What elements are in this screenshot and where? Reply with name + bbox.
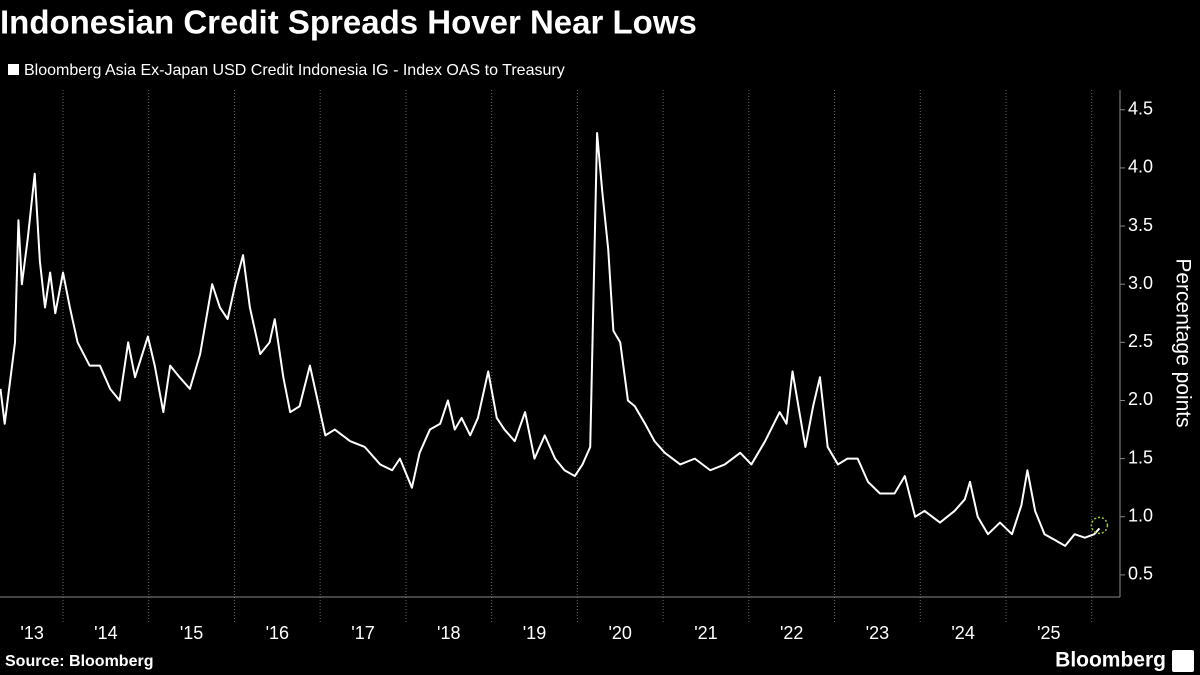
chart-title: Indonesian Credit Spreads Hover Near Low…	[0, 4, 697, 41]
x-tick-label: '23	[866, 623, 889, 643]
x-tick-label: '16	[266, 623, 289, 643]
x-tick-label: '25	[1037, 623, 1060, 643]
y-tick-label: 1.0	[1128, 506, 1153, 526]
legend-swatch	[8, 64, 19, 75]
y-tick-label: 0.5	[1128, 564, 1153, 584]
y-tick-label: 1.5	[1128, 447, 1153, 467]
x-tick-label: '15	[180, 623, 203, 643]
x-tick-label: '17	[351, 623, 374, 643]
y-tick-label: 4.0	[1128, 157, 1153, 177]
x-tick-label: '13	[20, 623, 43, 643]
y-tick-label: 3.5	[1128, 215, 1153, 235]
brand: Bloomberg	[1055, 649, 1166, 672]
y-tick-label: 3.0	[1128, 273, 1153, 293]
x-tick-label: '21	[694, 623, 717, 643]
latest-highlight	[1090, 516, 1109, 535]
x-tick-label: '18	[437, 623, 460, 643]
brand-icon	[1172, 650, 1194, 672]
x-tick-label: '14	[94, 623, 117, 643]
x-tick-label: '20	[608, 623, 631, 643]
legend-label: Bloomberg Asia Ex-Japan USD Credit Indon…	[24, 62, 565, 79]
x-tick-label: '24	[951, 623, 974, 643]
source: Source: Bloomberg	[5, 653, 153, 670]
y-axis-title: Percentage points	[1171, 258, 1194, 427]
plot: '13 '14 '15 '16 '17 '18 '19 '20 '21 '22 '23 '24 '25 0…	[0, 90, 1153, 643]
y-tick-label: 4.5	[1128, 99, 1153, 119]
y-tick-label: 2.0	[1128, 389, 1153, 409]
x-tick-label: '19	[523, 623, 546, 643]
x-tick-label: '22	[780, 623, 803, 643]
series-line	[0, 132, 1101, 547]
y-tick-label: 2.5	[1128, 331, 1153, 351]
